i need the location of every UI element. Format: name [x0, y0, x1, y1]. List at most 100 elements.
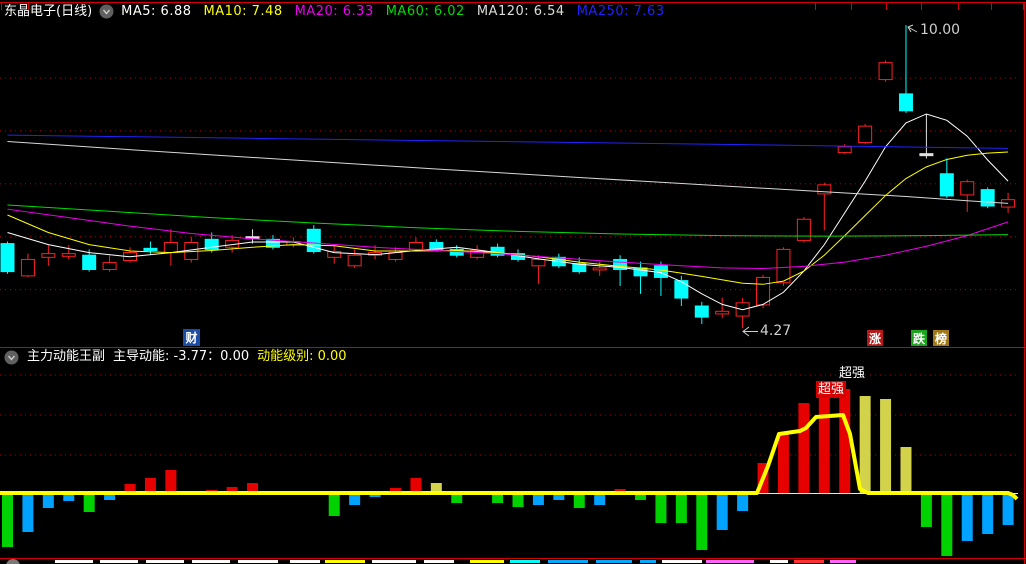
candle — [163, 242, 178, 254]
clipped-text-fragment — [548, 560, 588, 563]
momentum-bar — [859, 396, 871, 493]
candle — [858, 125, 873, 144]
super-strong-tag: 超强 — [839, 366, 866, 381]
candle — [674, 280, 689, 299]
clipped-text-fragment — [770, 560, 788, 563]
momentum-bar — [532, 493, 544, 505]
super-strong-tag-on-bar: 超强 — [816, 381, 847, 398]
badge-fall[interactable]: 跌 — [911, 330, 927, 346]
indicator-values: 主导动能: -3.77：0.00 — [113, 349, 250, 364]
momentum-bar — [247, 483, 259, 493]
clipped-text-fragment — [55, 560, 93, 563]
ma-line-MA250 — [7, 134, 1009, 149]
clipped-text-fragment — [238, 560, 278, 563]
momentum-bar — [635, 493, 647, 500]
ma-label: MA5: 6.88 — [121, 4, 192, 19]
momentum-bar — [389, 488, 401, 493]
candle — [429, 242, 444, 250]
candle — [61, 253, 76, 257]
momentum-bar — [941, 493, 953, 556]
clipped-text-fragment — [662, 560, 702, 563]
clipped-text-fragment — [830, 560, 856, 563]
low-arrow-icon — [742, 326, 750, 337]
clipped-text-fragment — [794, 560, 824, 563]
momentum-line — [0, 413, 1019, 501]
momentum-panel-header: 主力动能王副 主导动能: -3.77：0.00 动能级别: 0.00 — [4, 349, 347, 365]
momentum-bar — [655, 493, 667, 523]
badge-rise[interactable]: 涨 — [867, 330, 883, 346]
candle — [327, 251, 342, 258]
candle — [470, 249, 485, 258]
momentum-bar — [920, 493, 932, 527]
candle — [0, 243, 15, 273]
momentum-bar — [124, 484, 136, 493]
clipped-text-fragment — [372, 560, 416, 563]
clipped-text-fragment — [325, 560, 365, 563]
candle — [592, 267, 607, 271]
ma-values-row: MA5: 6.88 MA10: 7.48 MA20: 6.33 MA60: 6.02 M… — [121, 4, 664, 19]
momentum-bar — [492, 493, 504, 503]
candle — [347, 254, 362, 267]
ma-line-MA20 — [7, 208, 1009, 269]
chevron-down-circle-icon[interactable] — [99, 4, 114, 19]
badge-finance[interactable]: 财 — [183, 329, 200, 346]
ma-label: MA250: 7.63 — [576, 4, 665, 19]
clipped-text-fragment — [290, 560, 320, 563]
momentum-bar — [2, 493, 13, 547]
momentum-bar — [22, 493, 34, 532]
candle — [20, 258, 35, 277]
candle — [531, 258, 546, 267]
next-panel-clipped-header — [0, 556, 1026, 564]
candle — [143, 247, 158, 251]
candle — [837, 146, 852, 154]
clipped-text-fragment — [146, 560, 184, 563]
momentum-bar — [594, 493, 606, 505]
candle — [41, 253, 56, 258]
candle — [878, 62, 893, 81]
momentum-bar — [675, 493, 687, 523]
ma-label: MA10: 7.48 — [203, 4, 283, 19]
clipped-text-fragment — [596, 560, 632, 563]
candle — [796, 218, 811, 241]
momentum-bar — [451, 493, 463, 503]
momentum-bar — [165, 470, 177, 493]
momentum-bar — [716, 493, 728, 530]
candle — [694, 305, 709, 318]
stock-title: 东晶电子(日线) — [4, 4, 93, 19]
badge-rank[interactable]: 榜 — [933, 330, 949, 346]
momentum-bar — [880, 399, 892, 493]
momentum-bar — [226, 487, 238, 493]
candle — [919, 153, 934, 157]
ma-line-MA120 — [7, 140, 1009, 204]
ma-label: MA60: 6.02 — [385, 4, 465, 19]
clipped-text-fragment — [706, 560, 754, 563]
chevron-down-circle-icon[interactable] — [4, 350, 19, 365]
chevron-down-circle-icon[interactable] — [6, 559, 20, 564]
high-arrow-icon — [907, 26, 918, 33]
momentum-bar — [737, 493, 749, 511]
momentum-bar — [798, 403, 810, 493]
candle — [817, 184, 832, 195]
candle — [408, 242, 423, 250]
clipped-text-fragment — [470, 560, 504, 563]
main-chart-header: 东晶电子(日线) MA5: 6.88 MA10: 7.48 MA20: 6.33 MA… — [4, 4, 665, 19]
momentum-bar — [83, 493, 95, 512]
momentum-bar — [961, 493, 973, 541]
momentum-bar — [818, 396, 830, 493]
momentum-bar — [430, 483, 442, 493]
ma-label: MA20: 6.33 — [294, 4, 374, 19]
high-price-label: 10.00 — [920, 22, 961, 38]
indicator-level: 动能级别: 0.00 — [257, 349, 347, 364]
candle — [980, 189, 995, 207]
candle — [756, 276, 771, 306]
momentum-bar — [410, 478, 422, 493]
high-arrow-icon — [907, 24, 914, 33]
ma-line-MA60 — [7, 204, 1009, 237]
indicator-title: 主力动能王副 — [27, 349, 106, 364]
momentum-bar — [42, 493, 54, 508]
momentum-bar — [63, 493, 75, 501]
clipped-text-fragment — [640, 560, 656, 563]
low-price-label: 4.27 — [760, 323, 792, 339]
momentum-bar — [1002, 493, 1014, 525]
